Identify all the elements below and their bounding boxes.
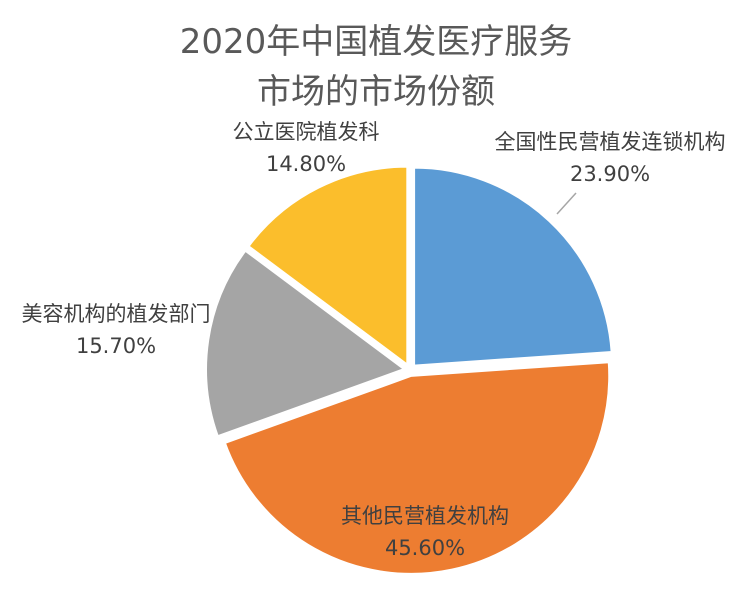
slice-label-other-private-name: 其他民营植发机构 bbox=[341, 504, 509, 528]
chart-title-line-1: 2020年中国植发医疗服务 bbox=[179, 22, 573, 62]
slice-label-public-hospital-value: 14.80% bbox=[265, 152, 347, 176]
slice-beauty-dept bbox=[205, 249, 407, 438]
chart-title-line-2: 市场的市场份额 bbox=[257, 72, 495, 112]
slice-label-national-chain: 全国性民营植发连锁机构 23.90% bbox=[470, 126, 750, 190]
slice-label-beauty-dept: 美容机构的植发部门 15.70% bbox=[0, 298, 232, 362]
slice-label-public-hospital: 公立医院植发科 14.80% bbox=[198, 116, 414, 180]
slice-label-other-private-value: 45.60% bbox=[384, 536, 466, 560]
leader-line-national-chain bbox=[556, 192, 577, 215]
slice-label-national-chain-value: 23.90% bbox=[569, 162, 651, 186]
slice-label-beauty-dept-value: 15.70% bbox=[75, 334, 157, 358]
slice-label-public-hospital-name: 公立医院植发科 bbox=[232, 120, 380, 144]
slice-label-beauty-dept-name: 美容机构的植发部门 bbox=[21, 302, 211, 326]
slice-label-other-private: 其他民营植发机构 45.60% bbox=[310, 500, 540, 564]
slice-national-chain bbox=[413, 166, 613, 367]
slice-public-hospital bbox=[247, 165, 409, 367]
slice-other-private bbox=[223, 361, 611, 575]
slice-label-national-chain-name: 全国性民营植发连锁机构 bbox=[494, 130, 726, 154]
